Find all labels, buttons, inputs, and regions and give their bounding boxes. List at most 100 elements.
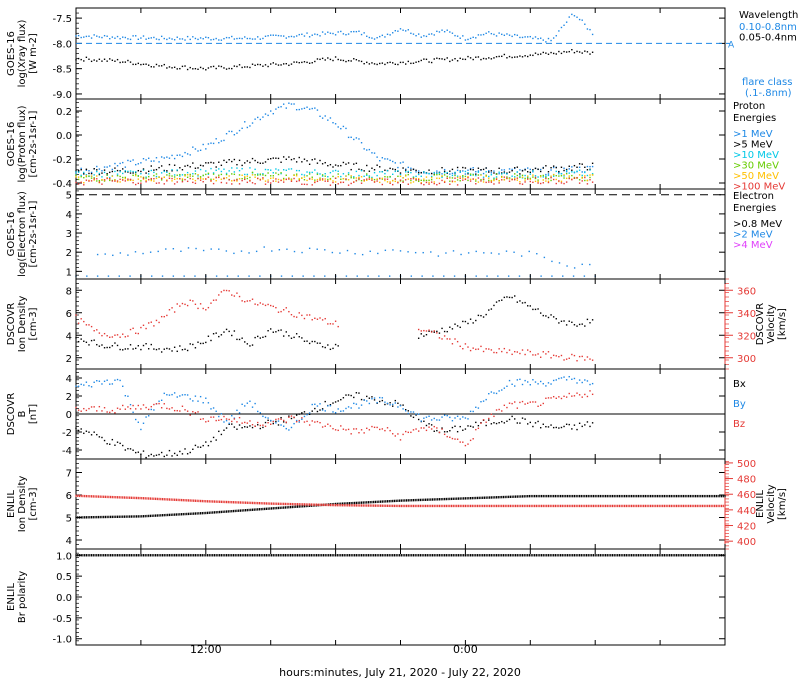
- series-point-proton-5: [98, 181, 101, 183]
- series-point-dscovr_b-2: [83, 407, 85, 410]
- series-point-proton-0: [454, 173, 456, 175]
- series-point-enlil_density-0: [433, 498, 435, 501]
- series-point-dscovr_density-0: [127, 348, 129, 350]
- series-point-proton-2: [532, 170, 534, 172]
- series-point-proton-4: [560, 180, 563, 183]
- series-point-proton-5: [173, 183, 176, 185]
- series-point-dscovr_b-0: [275, 420, 277, 423]
- series-point-enlil_polarity-0: [309, 554, 311, 557]
- series-point-enlil_density-0: [350, 501, 352, 505]
- series-point-enlil_density-0: [170, 513, 172, 516]
- series-point-proton-1: [270, 157, 272, 160]
- series-point-proton-4: [275, 180, 277, 182]
- series-point-enlil_density-0: [348, 502, 351, 505]
- series-point-xray-1: [332, 59, 334, 62]
- series-point-enlil_density-0: [691, 494, 693, 498]
- series-point-enlil_polarity-0: [312, 554, 314, 557]
- series-point-proton-5: [573, 177, 576, 179]
- series-point-enlil_density-1: [705, 504, 707, 508]
- series-point-proton-0: [464, 173, 467, 175]
- series-point-dscovr_density-1: [85, 324, 88, 326]
- series-point-xray-1: [259, 63, 262, 66]
- series-point-dscovr_b-0: [288, 415, 290, 417]
- series-point-xray-0: [264, 35, 267, 37]
- series-point-proton-1: [563, 169, 565, 172]
- ytick-right-label: 420: [737, 522, 756, 533]
- series-point-xray-0: [438, 31, 441, 33]
- series-point-enlil_density-0: [243, 509, 245, 512]
- left-axis-label: log(Proton flux): [17, 105, 28, 182]
- series-point-xray-0: [560, 26, 563, 29]
- series-point-enlil_polarity-0: [639, 554, 641, 557]
- series-point-electron-0: [324, 249, 326, 251]
- series-point-dscovr_density-1: [456, 340, 459, 343]
- series-point-dscovr_density-1: [501, 350, 503, 353]
- series-point-dscovr_b-0: [550, 424, 552, 426]
- series-point-proton-3: [311, 176, 313, 178]
- series-point-dscovr_b-0: [475, 421, 477, 424]
- series-point-enlil_density-1: [563, 504, 565, 508]
- series-point-dscovr_b-1: [456, 415, 459, 418]
- series-point-xray-0: [311, 34, 313, 36]
- series-point-enlil_density-0: [101, 515, 103, 519]
- series-point-enlil_density-0: [651, 494, 653, 498]
- series-point-xray-0: [490, 32, 493, 35]
- series-point-dscovr_b-1: [137, 421, 140, 423]
- series-point-xray-0: [542, 39, 544, 41]
- series-point-enlil_density-0: [146, 514, 148, 518]
- series-point-xray-1: [96, 60, 98, 62]
- series-point-proton-1: [298, 156, 300, 159]
- series-point-dscovr_b-0: [527, 423, 529, 425]
- series-point-enlil_density-1: [648, 504, 650, 508]
- series-point-enlil_density-1: [584, 504, 586, 508]
- series-point-dscovr_density-1: [475, 348, 477, 351]
- series-point-proton-1: [584, 166, 586, 168]
- series-point-proton-2: [186, 171, 189, 174]
- series-point-enlil_polarity-0: [148, 554, 150, 557]
- series-point-xray-0: [532, 37, 534, 40]
- series-point-proton-3: [83, 176, 85, 179]
- series-point-dscovr_b-0: [586, 421, 589, 423]
- series-point-proton-5: [181, 181, 184, 183]
- series-point-dscovr_b-0: [142, 450, 145, 452]
- series-point-proton-2: [173, 174, 176, 176]
- series-point-proton-1: [168, 163, 171, 166]
- series-point-dscovr_b-2: [316, 420, 319, 423]
- series-point-enlil_density-1: [348, 504, 351, 507]
- series-point-dscovr_b-2: [111, 409, 114, 412]
- series-point-xray-1: [267, 65, 269, 68]
- series-point-proton-4: [101, 178, 103, 181]
- series-point-proton-0: [90, 171, 93, 174]
- series-point-proton-4: [202, 178, 204, 180]
- series-point-xray-0: [565, 21, 568, 23]
- series-point-proton-2: [482, 176, 485, 178]
- series-point-proton-0: [308, 108, 311, 110]
- series-point-enlil_density-1: [568, 504, 570, 508]
- series-point-proton-4: [550, 175, 552, 177]
- series-point-proton-0: [363, 148, 365, 150]
- series-point-electron-1: [551, 275, 553, 277]
- series-point-electron-1: [226, 275, 229, 277]
- series-point-dscovr_density-0: [573, 324, 576, 326]
- series-point-enlil_density-1: [104, 495, 107, 499]
- series-point-enlil_polarity-0: [682, 554, 685, 557]
- series-point-proton-4: [282, 179, 285, 181]
- series-point-dscovr_b-1: [197, 400, 199, 402]
- ytick-label: 0.0: [56, 593, 72, 604]
- series-point-dscovr_b-1: [316, 405, 319, 407]
- series-point-xray-1: [420, 59, 422, 62]
- series-point-enlil_density-1: [712, 504, 714, 508]
- series-point-xray-0: [122, 36, 124, 38]
- series-point-proton-0: [160, 156, 163, 158]
- series-point-proton-5: [215, 176, 217, 179]
- series-point-enlil_polarity-0: [246, 554, 248, 557]
- series-point-proton-1: [373, 169, 376, 171]
- series-point-enlil_density-0: [601, 494, 603, 498]
- series-point-proton-2: [262, 173, 264, 175]
- series-point-proton-0: [334, 123, 337, 125]
- series-point-electron-0: [558, 262, 561, 264]
- series-point-proton-5: [205, 178, 207, 180]
- series-point-proton-3: [443, 174, 446, 176]
- series-point-xray-1: [83, 60, 85, 62]
- series-point-electron-0: [308, 247, 311, 250]
